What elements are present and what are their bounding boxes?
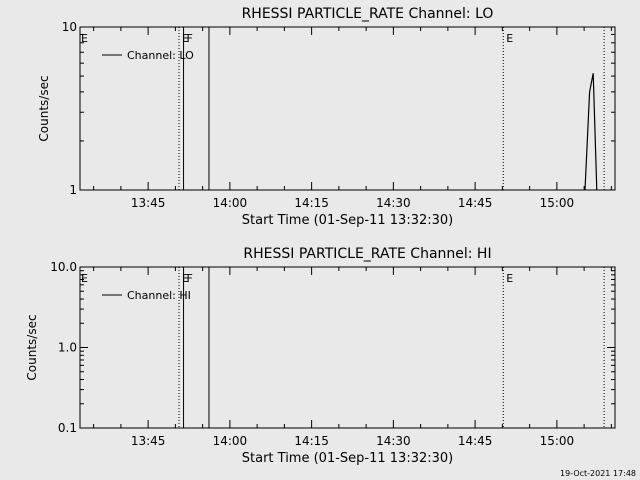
x-tick-label: 14:30 bbox=[376, 434, 411, 448]
event-marker-label: E bbox=[506, 272, 513, 285]
y-tick-label: 1 bbox=[69, 183, 77, 197]
plot-frame bbox=[79, 26, 616, 191]
edge-marker-label: E bbox=[81, 272, 88, 285]
x-tick-label: 14:00 bbox=[213, 434, 248, 448]
legend-label: Channel: HI bbox=[127, 289, 191, 302]
chart-0: RHESSI PARTICLE_RATE Channel: LO Start Ti… bbox=[37, 6, 616, 228]
y-axis-label: Counts/sec bbox=[37, 75, 51, 141]
event-marker-label: F bbox=[187, 32, 193, 45]
x-tick-label: 14:15 bbox=[294, 434, 329, 448]
x-tick-label: 15:00 bbox=[540, 434, 575, 448]
event-marker-label: E bbox=[182, 272, 189, 285]
edge-marker-label: E bbox=[81, 32, 88, 45]
x-tick-label: 14:45 bbox=[458, 434, 493, 448]
x-tick-label: 13:45 bbox=[131, 434, 166, 448]
y-tick-label: 1.0 bbox=[58, 341, 77, 355]
series-line bbox=[584, 73, 598, 191]
x-tick-label: 14:45 bbox=[458, 196, 493, 210]
y-tick-label: 10 bbox=[62, 20, 77, 34]
x-tick-label: 14:30 bbox=[376, 196, 411, 210]
event-marker-label: E bbox=[506, 32, 513, 45]
x-tick-label: 13:45 bbox=[131, 196, 166, 210]
legend-label: Channel: LO bbox=[127, 49, 194, 62]
footer-timestamp: 19-Oct-2021 17:48 bbox=[560, 469, 636, 478]
x-tick-label: 14:00 bbox=[213, 196, 248, 210]
chart-1: RHESSI PARTICLE_RATE Channel: HI Start Ti… bbox=[25, 246, 616, 466]
event-marker-label: E bbox=[182, 32, 189, 45]
y-tick-label: 10.0 bbox=[50, 260, 77, 274]
y-tick-label: 0.1 bbox=[58, 421, 77, 435]
y-axis-label: Counts/sec bbox=[25, 314, 39, 380]
x-axis-label: Start Time (01-Sep-11 13:32:30) bbox=[242, 451, 453, 466]
x-axis-label: Start Time (01-Sep-11 13:32:30) bbox=[242, 213, 453, 228]
x-tick-label: 14:15 bbox=[294, 196, 329, 210]
event-marker-label: F bbox=[187, 272, 193, 285]
chart-title: RHESSI PARTICLE_RATE Channel: LO bbox=[242, 6, 494, 22]
chart-title: RHESSI PARTICLE_RATE Channel: HI bbox=[243, 246, 491, 262]
x-tick-label: 15:00 bbox=[540, 196, 575, 210]
